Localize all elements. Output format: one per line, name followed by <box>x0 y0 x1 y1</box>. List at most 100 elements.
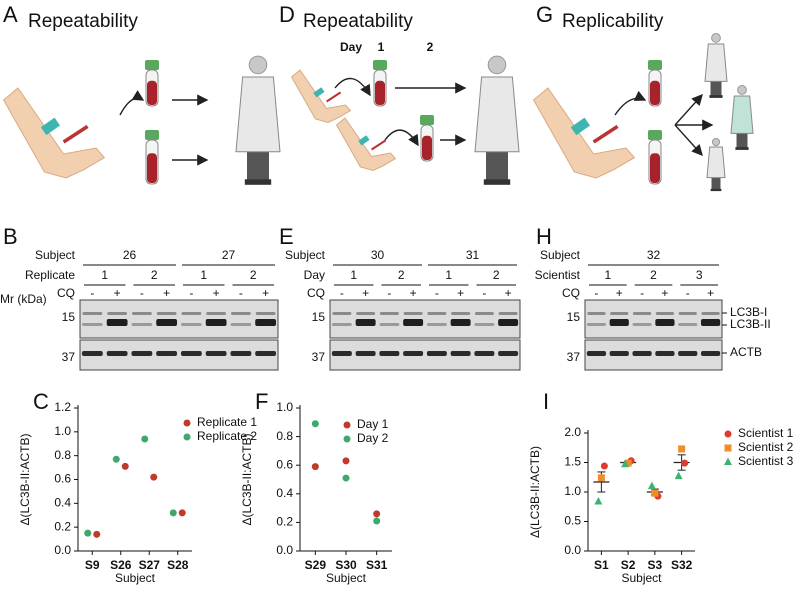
cq-sign: - <box>340 286 344 300</box>
y-tick-label: 0.2 <box>54 519 71 533</box>
band-actb <box>156 351 178 356</box>
head <box>737 85 747 95</box>
band-lc3b-ii <box>655 319 675 326</box>
x-tick-label: S27 <box>139 558 161 572</box>
cq-sign: + <box>114 286 121 300</box>
point <box>93 530 101 538</box>
band-lc3b-ii <box>180 323 202 326</box>
band-lc3b-ii <box>450 319 471 326</box>
legend-label: Scientist 3 <box>738 454 794 468</box>
x-tick-label: S1 <box>594 558 609 572</box>
panel-title: Repeatability <box>303 11 413 32</box>
head <box>248 55 268 75</box>
coat <box>730 95 754 134</box>
group-label: 2 <box>493 268 500 282</box>
cq-sign: - <box>686 286 690 300</box>
tube-blood <box>650 153 660 183</box>
band-lc3b-i <box>678 312 697 315</box>
tourniquet <box>313 87 325 98</box>
band-actb <box>131 351 153 356</box>
x-tick-label: S32 <box>671 558 693 572</box>
x-tick-label: S28 <box>167 558 189 572</box>
cq-sign: - <box>189 286 193 300</box>
band-label: ACTB <box>730 345 762 359</box>
subject-label: 31 <box>466 248 480 262</box>
band-actb <box>106 351 128 356</box>
needle <box>326 91 342 103</box>
subject-label: 32 <box>647 248 661 262</box>
cq-sign: + <box>616 286 623 300</box>
legend-marker <box>183 433 191 441</box>
legend-label: Day 1 <box>357 417 389 431</box>
cq-sign: + <box>163 286 170 300</box>
coat <box>474 76 520 153</box>
arrow <box>614 90 647 116</box>
group-label: 2 <box>398 268 405 282</box>
band-lc3b-ii <box>106 319 128 326</box>
y-tick-label: 1.0 <box>276 400 293 414</box>
y-tick-label: 2.0 <box>564 425 581 439</box>
point <box>647 481 656 490</box>
point <box>597 474 605 482</box>
tube-cap <box>648 130 662 140</box>
y-tick-label: 0.6 <box>276 457 293 471</box>
y-tick-label: 0.5 <box>564 514 581 528</box>
y-tick-label: 0.0 <box>54 543 71 557</box>
band-lc3b-i <box>131 312 152 315</box>
coat <box>706 146 726 179</box>
y-tick-label: 0.8 <box>276 429 293 443</box>
row-label: Day <box>304 268 325 282</box>
x-tick-label: S9 <box>85 558 100 572</box>
band-lc3b-ii <box>156 319 178 326</box>
band-lc3b-ii <box>678 323 698 326</box>
tourniquet <box>570 117 591 136</box>
tourniquet <box>358 135 370 146</box>
band-lc3b-i <box>379 312 399 315</box>
arrow <box>674 93 703 126</box>
legs <box>711 169 721 190</box>
band-lc3b-ii <box>205 319 227 326</box>
band-lc3b-i <box>356 312 376 315</box>
band-lc3b-ii <box>255 319 277 326</box>
band-actb <box>450 351 471 356</box>
point <box>342 457 350 465</box>
group-label: 2 <box>151 268 158 282</box>
legend-marker <box>343 435 351 443</box>
y-axis-label: Δ(LC3B-II:ACTB) <box>240 433 254 525</box>
panel-title: Replicability <box>562 11 664 32</box>
band-actb <box>700 351 721 356</box>
point <box>112 455 120 463</box>
head <box>711 33 721 43</box>
cq-sign: + <box>661 286 668 300</box>
x-axis-label: Subject <box>115 571 156 585</box>
day-label: Day <box>340 40 362 54</box>
point <box>594 496 603 505</box>
group-label: 2 <box>250 268 257 282</box>
panel-letter: I <box>543 389 549 414</box>
tube-blood <box>147 80 157 105</box>
panel-letter: B <box>3 224 18 249</box>
band-lc3b-i <box>107 312 128 315</box>
point <box>651 489 659 497</box>
band-lc3b-ii <box>355 319 376 326</box>
row-label: Subject <box>540 248 581 262</box>
band-lc3b-i <box>427 312 447 315</box>
band-actb <box>474 351 495 356</box>
cq-sign: + <box>410 286 417 300</box>
point <box>311 420 319 428</box>
row-label: Scientist <box>535 268 581 282</box>
band-actb <box>586 351 607 356</box>
row-label: Subject <box>35 248 76 262</box>
legend-marker <box>724 430 732 438</box>
point <box>121 462 129 470</box>
band-lc3b-i <box>655 312 675 315</box>
shoes <box>483 179 511 185</box>
group-label: 3 <box>696 268 703 282</box>
y-tick-label: 1.0 <box>564 484 581 498</box>
x-tick-label: S30 <box>335 558 357 572</box>
band-lc3b-ii <box>609 319 629 326</box>
day-number: 1 <box>378 40 385 54</box>
tube-blood <box>375 80 385 105</box>
legend-marker <box>724 457 732 465</box>
band-lc3b-ii <box>586 323 607 326</box>
